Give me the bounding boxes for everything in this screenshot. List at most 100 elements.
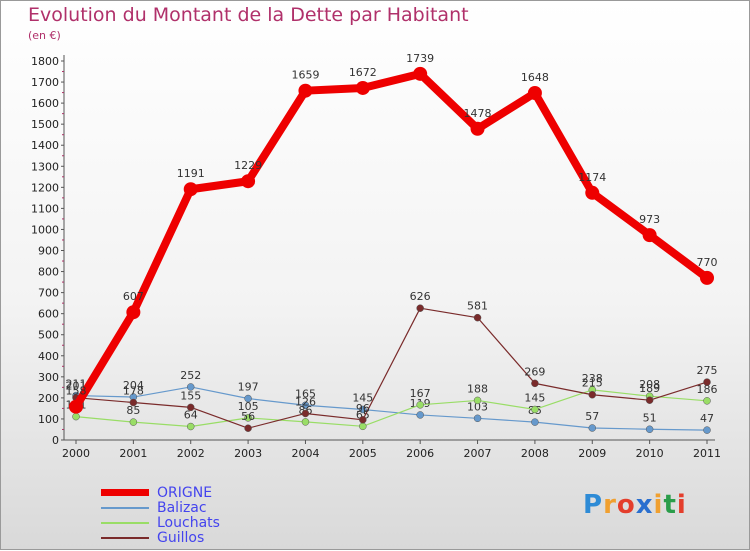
y-tick-label: 400 [38,350,59,363]
logo-letter: P [583,490,604,520]
data-label-guillos: 581 [467,300,488,313]
y-tick-label: 1800 [31,55,59,68]
data-label-origne: 1672 [349,66,377,79]
x-tick-label: 2003 [234,447,262,460]
data-point-guillos [588,390,597,399]
data-point-louchats [703,397,711,405]
data-point-louchats [129,418,138,426]
data-label-guillos: 275 [697,364,718,377]
data-label-origne: 1739 [406,52,434,65]
data-point-louchats [72,412,80,421]
data-label-guillos: 96 [356,402,370,415]
proxiti-logo: Proxiti [583,490,687,520]
y-tick-label: 1100 [31,202,59,215]
series-line-balizac [75,386,708,431]
data-point-balizac [531,418,539,426]
logo-letter: i [676,490,687,520]
series-line-guillos [75,307,708,429]
logo-letter: x [635,490,654,520]
data-label-louchats: 208 [639,378,660,391]
data-point-origne [470,121,485,136]
data-point-balizac [473,414,482,423]
x-tick-label: 2009 [578,447,606,460]
data-label-balizac: 51 [643,411,657,424]
y-tick-label: 100 [38,413,59,426]
y-tick-label: 1200 [31,181,59,194]
data-label-origne: 1229 [234,159,262,172]
data-label-guillos: 215 [582,377,603,390]
data-point-origne [355,80,370,95]
data-label-balizac: 47 [700,412,714,425]
data-label-louchats: 188 [467,382,488,395]
x-tick-label: 2010 [636,447,664,460]
data-label-origne: 607 [123,290,144,303]
y-tick-label: 0 [52,434,59,447]
x-tick-label: 2007 [464,447,492,460]
data-label-louchats: 64 [184,409,198,422]
data-point-louchats [244,414,252,422]
y-tick-label: 1700 [31,76,59,89]
y-tick-label: 800 [38,266,59,279]
data-point-guillos [416,304,424,312]
data-point-guillos [703,378,711,386]
legend-label-origne: ORIGNE [157,485,213,501]
legend-swatch-balizac [101,507,149,509]
x-tick-label: 2005 [349,447,377,460]
data-label-balizac: 57 [585,410,599,423]
data-point-origne [700,270,714,285]
data-label-guillos: 269 [524,365,545,378]
y-tick-label: 900 [38,245,59,258]
data-label-guillos: 56 [241,410,255,423]
x-tick-label: 2008 [521,447,549,460]
data-point-guillos [129,398,138,407]
data-label-louchats: 105 [238,400,259,413]
legend-swatch-louchats [101,522,149,524]
data-label-guillos: 626 [410,290,431,303]
data-label-louchats: 65 [356,408,370,421]
legend-label-louchats: Louchats [157,515,220,531]
data-label-balizac: 211 [66,378,87,391]
data-label-origne: 770 [697,256,718,269]
logo-letter: o [616,490,636,520]
data-point-balizac [703,426,711,434]
data-point-balizac [359,405,367,414]
legend-swatch-guillos [101,537,149,539]
data-label-louchats: 238 [582,372,603,385]
data-point-balizac [186,383,195,391]
data-point-louchats [416,401,424,409]
data-point-origne [183,182,198,197]
data-label-balizac: 165 [295,387,316,400]
y-tick-label: 1300 [31,160,59,173]
x-tick-label: 2011 [693,447,721,460]
data-label-origne: 158 [66,385,87,398]
y-tick-label: 1000 [31,223,59,236]
data-label-origne: 1191 [177,167,205,180]
y-tick-label: 700 [38,287,59,300]
y-tick-label: 1600 [31,97,59,110]
data-point-louchats [531,405,539,414]
data-point-origne [69,399,83,414]
data-label-balizac: 252 [180,369,201,382]
data-point-guillos [244,424,252,432]
legend-swatch-origne [101,489,149,496]
data-label-origne: 1648 [521,71,549,84]
data-label-guillos: 155 [180,389,201,402]
data-label-louchats: 167 [410,387,431,400]
series-line-origne [72,69,711,411]
legend-label-balizac: Balizac [157,500,207,516]
data-point-louchats [473,396,482,405]
data-label-origne: 1659 [291,69,319,82]
chart-subtitle: (en €) [28,29,61,42]
chart-title: Evolution du Montant de la Dette par Hab… [28,4,469,26]
data-label-louchats: 186 [697,383,718,396]
data-point-origne [126,305,141,320]
logo-letter: i [653,490,664,520]
data-label-guillos: 189 [639,382,660,395]
data-point-origne [642,228,657,243]
data-label-louchats: 85 [126,404,140,417]
data-point-origne [298,83,313,98]
logo-letter: r [603,490,617,520]
x-tick-label: 2001 [119,447,147,460]
